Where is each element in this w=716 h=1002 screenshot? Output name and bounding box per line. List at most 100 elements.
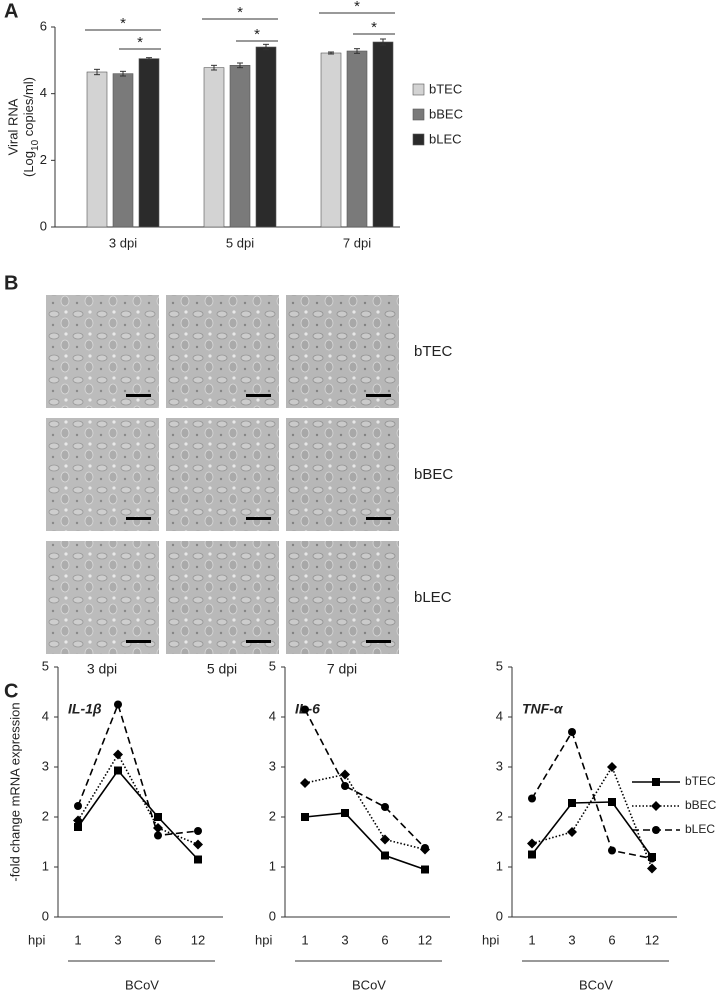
micrograph bbox=[166, 541, 279, 654]
x-tick-label: 3 dpi bbox=[109, 235, 137, 250]
group-label: BCoV bbox=[579, 977, 613, 992]
y-tick-label: 2 bbox=[40, 152, 47, 167]
y-tick-label: 4 bbox=[496, 708, 503, 723]
bar bbox=[320, 52, 342, 228]
y-tick-label: 0 bbox=[496, 908, 503, 923]
column-label: 5 dpi bbox=[207, 661, 237, 677]
significance-label: * bbox=[120, 15, 126, 32]
y-tick-label: 0 bbox=[40, 218, 47, 233]
point bbox=[381, 851, 389, 860]
scale-bar bbox=[366, 394, 391, 397]
legend-swatch bbox=[412, 108, 425, 121]
line bbox=[531, 765, 653, 869]
column-label: 7 dpi bbox=[327, 661, 357, 677]
scale-bar bbox=[126, 517, 151, 520]
scale-bar bbox=[366, 517, 391, 520]
bar bbox=[346, 50, 368, 228]
x-prefix: hpi bbox=[28, 932, 45, 947]
point bbox=[647, 863, 657, 874]
x-tick-label: 1 bbox=[301, 932, 308, 947]
line bbox=[531, 730, 653, 860]
y-tick-label: 1 bbox=[269, 858, 276, 873]
x-tick-label: 1 bbox=[74, 932, 81, 947]
y-axis-label: Viral RNA bbox=[5, 98, 20, 155]
bar bbox=[138, 58, 160, 228]
group-label: BCoV bbox=[125, 977, 159, 992]
x-tick-label: 6 bbox=[381, 932, 388, 947]
y-axis-label: (Log10 copies/ml) bbox=[21, 77, 41, 177]
point bbox=[73, 815, 83, 826]
bar bbox=[86, 71, 108, 228]
x-prefix: hpi bbox=[482, 932, 499, 947]
chart-title: TNF-α bbox=[522, 701, 564, 717]
panel-label: A bbox=[4, 0, 18, 22]
micrograph bbox=[286, 295, 399, 408]
x-tick-label: 3 bbox=[341, 932, 348, 947]
legend-marker bbox=[652, 778, 660, 786]
point bbox=[154, 813, 162, 821]
point bbox=[607, 762, 617, 772]
point bbox=[528, 850, 536, 859]
point bbox=[113, 749, 123, 760]
legend-label: bTEC bbox=[685, 774, 716, 788]
x-tick-label: 12 bbox=[191, 932, 205, 947]
x-tick-label: 12 bbox=[645, 932, 659, 947]
x-tick-label: 12 bbox=[418, 932, 432, 947]
legend-label: bBEC bbox=[429, 106, 463, 121]
y-tick-label: 4 bbox=[42, 708, 49, 723]
point bbox=[300, 778, 310, 788]
bar bbox=[372, 41, 394, 228]
legend-label: bTEC bbox=[429, 81, 462, 96]
point bbox=[380, 834, 390, 845]
significance-label: * bbox=[137, 34, 143, 51]
line bbox=[77, 769, 199, 861]
scale-bar bbox=[366, 640, 391, 643]
chart-title: IL-1β bbox=[68, 701, 102, 717]
y-tick-label: 3 bbox=[496, 758, 503, 773]
row-label: bTEC bbox=[414, 343, 453, 360]
panel-label: B bbox=[4, 272, 18, 294]
bar bbox=[112, 73, 134, 228]
point bbox=[74, 802, 82, 810]
x-prefix: hpi bbox=[255, 932, 272, 947]
legend-label: bLEC bbox=[429, 131, 462, 146]
y-tick-label: 4 bbox=[269, 708, 276, 723]
x-tick-label: 7 dpi bbox=[343, 235, 371, 250]
micrograph bbox=[46, 541, 159, 654]
micrograph bbox=[286, 418, 399, 531]
point bbox=[341, 782, 349, 790]
y-tick-label: 2 bbox=[496, 808, 503, 823]
micrograph bbox=[46, 418, 159, 531]
scale-bar bbox=[126, 640, 151, 643]
significance-label: * bbox=[354, 0, 360, 15]
micrograph bbox=[46, 295, 159, 408]
point bbox=[421, 865, 429, 874]
point bbox=[608, 798, 616, 806]
line bbox=[77, 752, 199, 846]
point bbox=[340, 769, 350, 780]
legend-marker bbox=[651, 801, 661, 811]
x-tick-label: 6 bbox=[608, 932, 615, 947]
y-tick-label: 6 bbox=[40, 18, 47, 33]
y-tick-label: 4 bbox=[40, 85, 47, 100]
point bbox=[421, 844, 429, 852]
column-label: 3 dpi bbox=[87, 661, 117, 677]
point bbox=[154, 831, 162, 840]
y-tick-label: 0 bbox=[42, 908, 49, 923]
y-tick-label: 2 bbox=[42, 808, 49, 823]
point bbox=[114, 700, 122, 709]
significance-label: * bbox=[237, 4, 243, 21]
point bbox=[648, 854, 656, 863]
y-axis-label: -fold change mRNA expression bbox=[7, 702, 22, 881]
y-tick-label: 1 bbox=[42, 858, 49, 873]
point bbox=[341, 809, 349, 817]
bar bbox=[255, 46, 277, 228]
point bbox=[74, 823, 82, 831]
row-label: bBEC bbox=[414, 466, 453, 483]
line bbox=[304, 709, 426, 849]
y-tick-label: 3 bbox=[42, 758, 49, 773]
bar bbox=[229, 65, 251, 228]
legend-swatch bbox=[412, 133, 425, 146]
y-tick-label: 1 bbox=[496, 858, 503, 873]
scale-bar bbox=[246, 640, 271, 643]
